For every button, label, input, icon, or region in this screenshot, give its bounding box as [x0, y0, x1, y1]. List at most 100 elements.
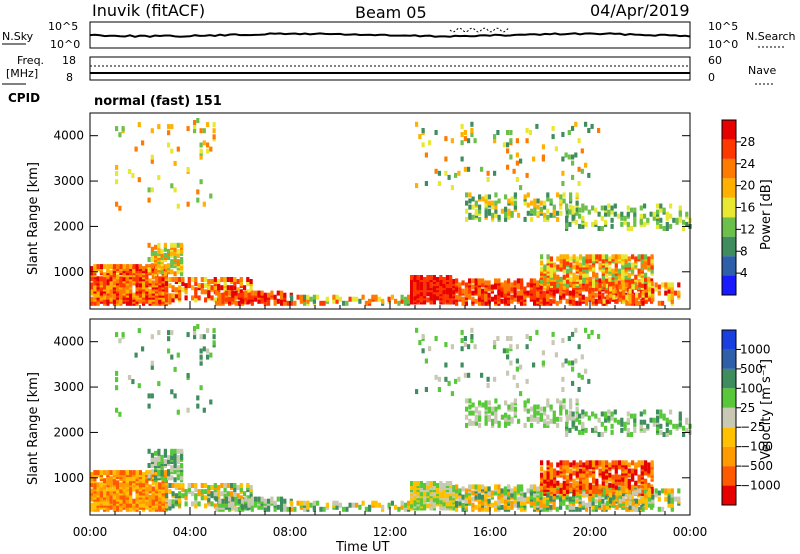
velocity-cell — [171, 491, 175, 497]
power-cell — [566, 254, 570, 260]
velocity-cell — [594, 504, 598, 510]
velocity-cell — [468, 418, 472, 424]
velocity-cell — [186, 373, 190, 378]
velocity-cell — [631, 490, 635, 496]
velocity-cell — [157, 448, 161, 454]
velocity-cell — [163, 448, 167, 454]
power-cell — [471, 296, 475, 302]
power-cell — [168, 283, 172, 289]
velocity-cell — [649, 417, 653, 423]
velocity-cell — [484, 400, 488, 406]
power-cell — [477, 278, 481, 284]
velocity-cell — [523, 400, 527, 406]
velocity-cell — [597, 432, 601, 437]
power-cell — [584, 121, 588, 127]
velocity-cell — [526, 496, 530, 502]
power-cell — [523, 216, 527, 222]
velocity-cell — [484, 404, 488, 410]
velocity-cell — [226, 483, 230, 488]
velocity-cell — [624, 480, 628, 486]
velocity-cell — [463, 372, 467, 378]
x-tick-label: 00:00 — [673, 525, 708, 539]
power-cell — [303, 300, 307, 306]
power-cell — [228, 296, 232, 302]
power-cell — [233, 277, 237, 282]
power-cell — [549, 298, 553, 304]
velocity-cell — [174, 499, 178, 505]
velocity-cell — [568, 415, 572, 421]
power-cell — [633, 211, 637, 217]
power-cell — [650, 254, 654, 260]
power-cell — [151, 274, 155, 280]
power-cell — [168, 277, 172, 282]
velocity-cell — [176, 465, 180, 471]
power-cell — [471, 290, 475, 296]
power-cell — [592, 282, 596, 288]
velocity-cell — [303, 500, 307, 506]
power-cell — [659, 217, 663, 223]
colorbar-segment — [722, 349, 736, 369]
velocity-cell — [233, 491, 237, 497]
velocity-cell — [601, 480, 605, 486]
power-cell — [480, 166, 484, 172]
power-cell — [611, 272, 615, 278]
power-cell — [134, 146, 138, 152]
power-cell — [630, 226, 634, 231]
velocity-cell — [474, 504, 478, 510]
power-cell — [494, 200, 498, 206]
power-cell — [241, 292, 245, 298]
power-cell — [470, 128, 474, 133]
velocity-cell — [487, 486, 491, 492]
power-cell — [497, 214, 501, 220]
power-cell — [575, 200, 579, 206]
velocity-cell — [464, 488, 468, 494]
velocity-cell — [470, 338, 474, 343]
velocity-cell — [507, 420, 511, 426]
power-cell — [525, 138, 529, 144]
power-cell — [267, 300, 271, 306]
velocity-cell — [513, 406, 517, 412]
power-cell — [496, 130, 500, 135]
velocity-cell — [452, 505, 456, 511]
velocity-cell — [210, 501, 214, 507]
velocity-cell — [607, 415, 611, 421]
power-cell — [598, 254, 602, 260]
power-cell — [234, 290, 238, 296]
power-cell — [578, 300, 582, 306]
power-cell — [577, 138, 581, 144]
velocity-cell — [631, 474, 635, 480]
power-cell — [445, 295, 449, 301]
power-cell — [612, 294, 616, 300]
power-cell — [260, 290, 264, 296]
power-cell — [165, 281, 169, 287]
velocity-cell — [424, 358, 428, 364]
velocity-cell — [112, 470, 116, 476]
power-cell — [574, 152, 578, 158]
power-cell — [604, 211, 608, 217]
power-cell — [562, 192, 566, 198]
velocity-cell — [199, 348, 203, 354]
velocity-cell — [423, 495, 427, 501]
power-cell — [220, 277, 224, 282]
power-cell — [170, 259, 174, 265]
velocity-cell — [471, 402, 475, 408]
power-cell — [650, 280, 654, 286]
power-cell — [541, 144, 545, 150]
power-cell — [665, 215, 669, 221]
velocity-cell — [543, 410, 547, 416]
power-cell — [678, 205, 682, 211]
power-cell — [565, 215, 569, 221]
velocity-cell — [635, 506, 639, 512]
power-cell — [171, 277, 175, 282]
power-cell — [129, 264, 133, 270]
power-cell — [163, 253, 167, 258]
velocity-cell — [244, 502, 248, 508]
power-heatmap — [90, 118, 692, 306]
power-cell — [116, 286, 120, 292]
velocity-cell — [614, 460, 618, 466]
colorbar-segment — [722, 446, 736, 467]
velocity-cell — [387, 502, 391, 508]
power-cell — [638, 292, 642, 298]
velocity-cell — [561, 362, 565, 368]
velocity-cell — [423, 483, 427, 488]
